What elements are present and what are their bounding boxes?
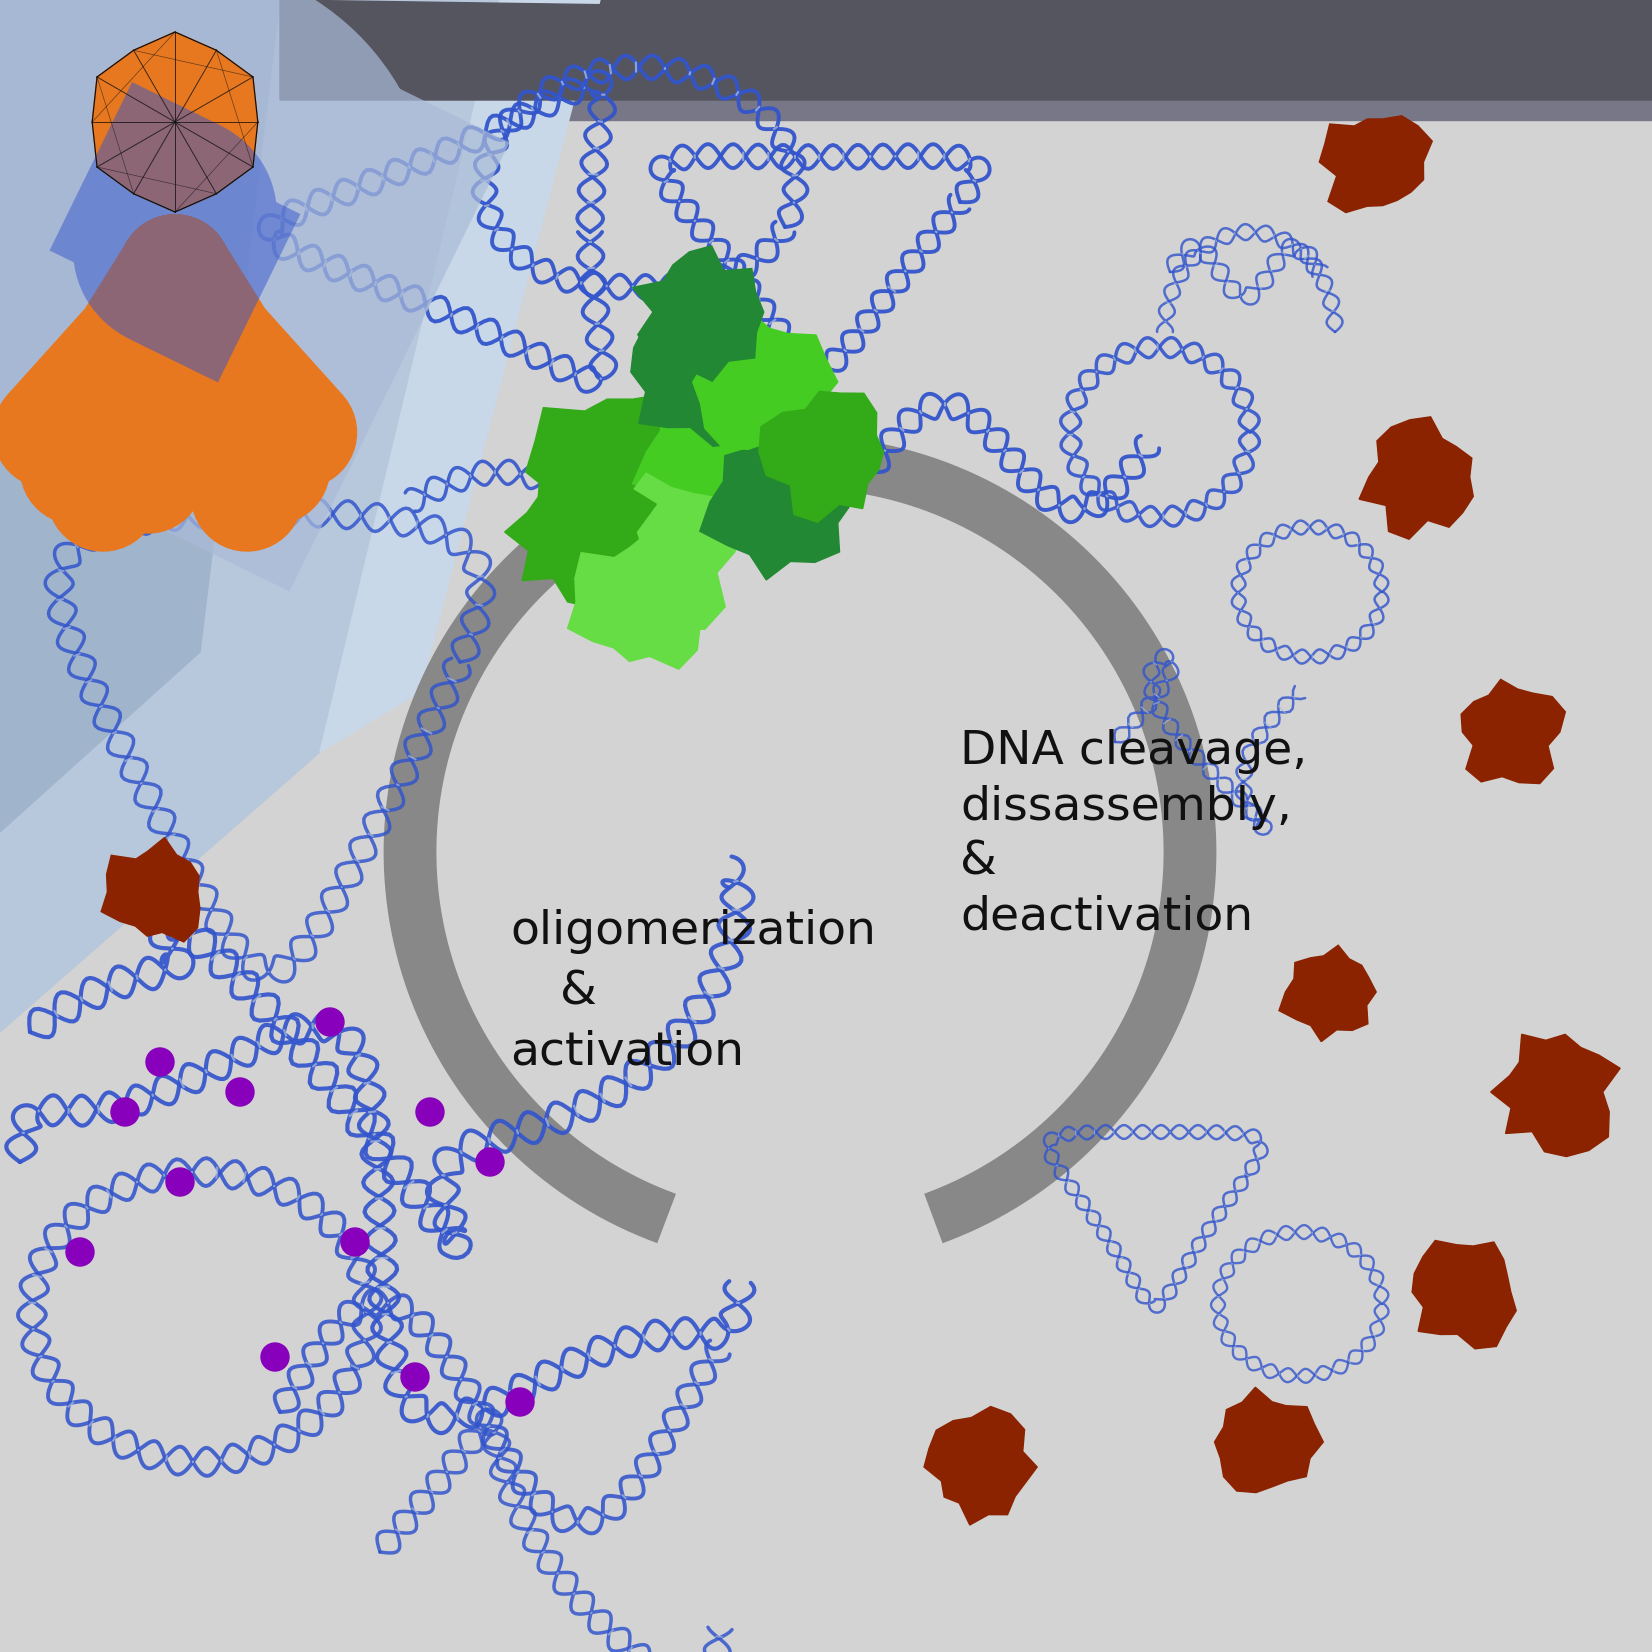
Text: deactivation: deactivation	[960, 894, 1254, 940]
Polygon shape	[525, 393, 717, 558]
Circle shape	[316, 1008, 344, 1036]
Polygon shape	[923, 1406, 1037, 1525]
Polygon shape	[586, 472, 743, 629]
Text: &: &	[960, 839, 996, 884]
Polygon shape	[0, 0, 501, 1032]
Polygon shape	[279, 89, 1652, 121]
Text: &: &	[560, 970, 596, 1014]
Circle shape	[401, 1363, 430, 1391]
Circle shape	[165, 1168, 193, 1196]
Circle shape	[66, 1237, 94, 1265]
Polygon shape	[279, 0, 1652, 89]
Polygon shape	[0, 0, 279, 833]
Text: oligomerization: oligomerization	[510, 910, 876, 955]
Polygon shape	[149, 258, 202, 271]
Polygon shape	[1279, 945, 1376, 1042]
Polygon shape	[1214, 1388, 1323, 1492]
Circle shape	[476, 1148, 504, 1176]
Circle shape	[226, 1079, 254, 1105]
Circle shape	[261, 1343, 289, 1371]
Polygon shape	[320, 0, 600, 752]
Circle shape	[111, 1099, 139, 1127]
Polygon shape	[1490, 1034, 1621, 1156]
Polygon shape	[504, 464, 656, 608]
Polygon shape	[1360, 416, 1474, 539]
Polygon shape	[568, 529, 700, 669]
Polygon shape	[1412, 1241, 1517, 1348]
Polygon shape	[758, 392, 884, 522]
Polygon shape	[1460, 679, 1566, 783]
Polygon shape	[101, 838, 200, 942]
Polygon shape	[692, 309, 838, 449]
Text: activation: activation	[510, 1029, 743, 1074]
Polygon shape	[633, 365, 796, 542]
Circle shape	[340, 1227, 368, 1256]
Polygon shape	[633, 246, 763, 382]
Polygon shape	[93, 31, 258, 211]
Text: DNA cleavage,: DNA cleavage,	[960, 730, 1307, 775]
Polygon shape	[631, 304, 767, 446]
Circle shape	[416, 1099, 444, 1127]
Polygon shape	[700, 428, 852, 580]
Text: dissassembly,: dissassembly,	[960, 785, 1292, 829]
Circle shape	[145, 1047, 173, 1075]
Polygon shape	[1320, 116, 1432, 213]
Circle shape	[506, 1388, 534, 1416]
Polygon shape	[279, 0, 1652, 101]
